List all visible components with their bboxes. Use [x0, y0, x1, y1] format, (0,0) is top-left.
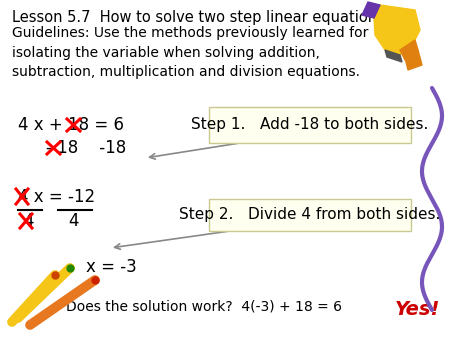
Text: 4: 4	[23, 212, 33, 230]
Text: 4 x + 18 = 6: 4 x + 18 = 6	[18, 116, 124, 134]
Polygon shape	[405, 50, 422, 70]
Text: Does the solution work?  4(-3) + 18 = 6: Does the solution work? 4(-3) + 18 = 6	[66, 300, 342, 314]
Polygon shape	[385, 50, 402, 62]
Text: Guidelines: Use the methods previously learned for
isolating the variable when s: Guidelines: Use the methods previously l…	[12, 26, 369, 79]
Text: 4 x = -12: 4 x = -12	[18, 188, 95, 206]
Text: - 18    -18: - 18 -18	[46, 139, 126, 157]
Polygon shape	[374, 5, 420, 55]
Text: x = -3: x = -3	[86, 258, 137, 276]
Text: Lesson 5.7  How to solve two step linear equations.: Lesson 5.7 How to solve two step linear …	[12, 10, 390, 25]
Polygon shape	[362, 2, 380, 18]
FancyBboxPatch shape	[209, 107, 411, 143]
FancyBboxPatch shape	[209, 199, 411, 231]
Text: Step 2.   Divide 4 from both sides.: Step 2. Divide 4 from both sides.	[179, 208, 441, 222]
Text: Step 1.   Add -18 to both sides.: Step 1. Add -18 to both sides.	[191, 118, 429, 132]
Polygon shape	[400, 40, 418, 60]
Text: 4: 4	[68, 212, 78, 230]
Text: Yes!: Yes!	[395, 300, 441, 319]
